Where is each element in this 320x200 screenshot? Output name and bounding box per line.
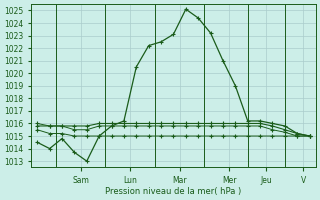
X-axis label: Pression niveau de la mer( hPa ): Pression niveau de la mer( hPa ) [105,187,242,196]
